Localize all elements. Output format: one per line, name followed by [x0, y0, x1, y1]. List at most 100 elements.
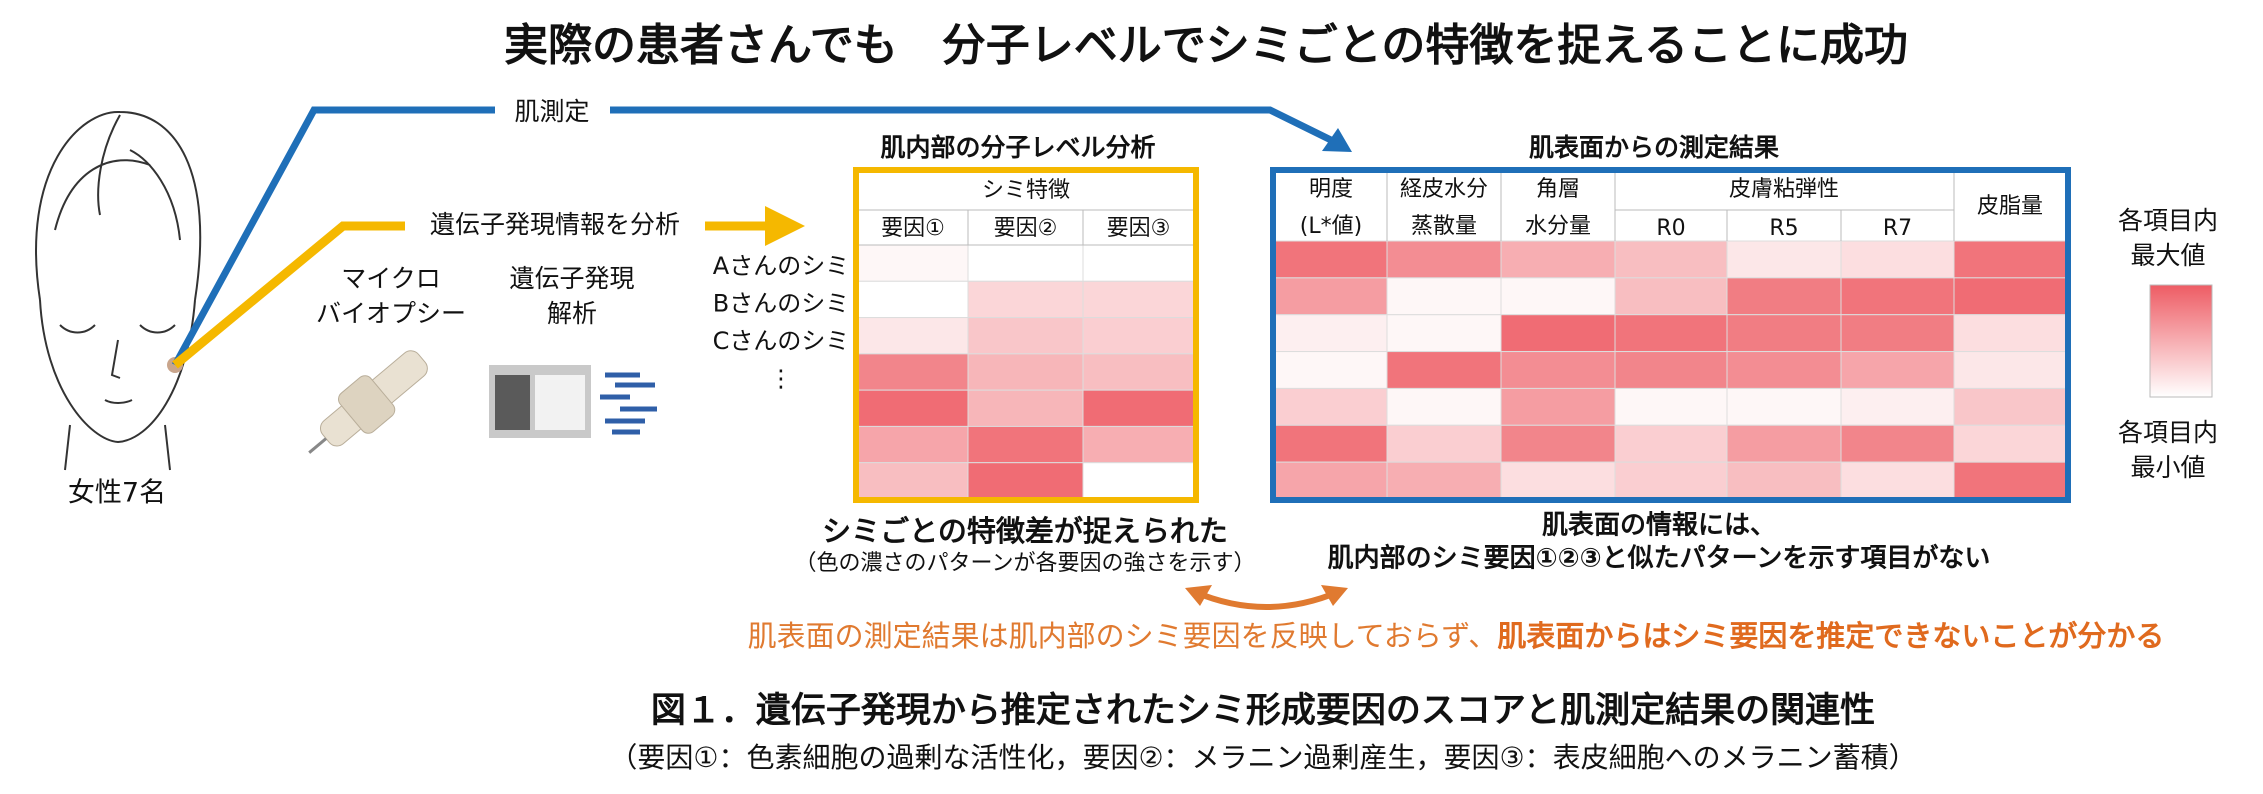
heat-cell [1274, 351, 1388, 389]
column-header: 角層 [1536, 177, 1580, 202]
skin-measurement-label: 肌測定 [514, 97, 589, 126]
heat-cell [1614, 461, 1728, 500]
heat-cell [967, 353, 1084, 391]
heat-cell [967, 425, 1084, 464]
heat-cell [1082, 425, 1195, 464]
heat-cell [967, 389, 1084, 427]
heat-cell [1082, 244, 1195, 282]
gene-analysis-label: 遺伝子発現情報を分析 [430, 210, 680, 239]
heat-cell [1953, 424, 2067, 463]
finding: 肌内部のシミ要因①②③と似たパターンを示す項目がない [1328, 543, 1991, 574]
blue-connector [171, 106, 1337, 367]
finding: シミごとの特徴差が捉えられた [822, 514, 1228, 548]
heat-cell [1953, 351, 2067, 389]
conclusion: 肌表面の測定結果は肌内部のシミ要因を反映しておらず、肌表面からはシミ要因を推定で… [748, 619, 2165, 653]
heat-cell [1500, 461, 1616, 500]
frame [853, 167, 1199, 503]
table-title: 肌表面からの測定結果 [1529, 133, 1779, 162]
heat-cell [1500, 351, 1616, 389]
heat-cell [1274, 461, 1388, 500]
yellow-arrowhead [765, 206, 805, 246]
heat-cell [1614, 277, 1728, 316]
blue-arrowhead [1322, 128, 1352, 152]
biopsy-icon [308, 350, 428, 454]
heat-cell [1082, 462, 1195, 500]
heat-cell [857, 462, 969, 500]
heat-cell [1953, 240, 2067, 279]
heat-cell [1386, 387, 1502, 426]
column-header: 要因① [881, 216, 945, 241]
column-header: 蒸散量 [1411, 214, 1477, 239]
column-header: 要因② [994, 216, 1058, 241]
heat-cell [1500, 387, 1616, 426]
heat-cell [1726, 277, 1842, 316]
heat-cell [1082, 317, 1195, 355]
column-header: R7 [1883, 216, 1912, 241]
heat-cell [967, 317, 1084, 355]
heat-cell [1840, 240, 1955, 279]
arrowhead [1185, 585, 1212, 606]
heat-cell [1500, 314, 1616, 353]
step-label: 遺伝子発現 [509, 264, 634, 293]
heat-cell [857, 425, 969, 464]
heat-cell [1953, 314, 2067, 353]
legend-max: 最大値 [2130, 241, 2205, 270]
heat-cell [1840, 461, 1955, 500]
heat-cell [1082, 389, 1195, 427]
heat-cell [1840, 424, 1955, 463]
conclusion-emphasis: 肌表面からはシミ要因を推定できないことが分かる [1497, 619, 2164, 653]
heat-cell [1614, 314, 1728, 353]
heat-cell [967, 244, 1084, 282]
column-header: (L*値) [1300, 214, 1362, 239]
heat-cell [857, 353, 969, 391]
legend-min: 各項目内 [2118, 418, 2218, 447]
column-header: 皮脂量 [1977, 194, 2043, 219]
heat-cell [1082, 353, 1195, 391]
heat-cell [1840, 314, 1955, 353]
heat-cell [1274, 387, 1388, 426]
heat-cell [1274, 277, 1388, 316]
heat-cell [1614, 387, 1728, 426]
arrowhead [1321, 585, 1348, 606]
heat-cell [1726, 240, 1842, 279]
caption-title: 図１．遺伝子発現から推定されたシミ形成要因のスコアと肌測定結果の関連性 [651, 691, 1875, 731]
column-header: 明度 [1309, 177, 1353, 202]
column-header: R0 [1656, 216, 1685, 241]
heat-cell [1953, 387, 2067, 426]
step-label: マイクロ [341, 264, 441, 293]
legend-gradient [2149, 284, 2213, 398]
heat-cell [1274, 424, 1388, 463]
heat-cell [1726, 387, 1842, 426]
legend-min: 最小値 [2130, 453, 2205, 482]
label-bg [495, 94, 610, 128]
heat-cell [967, 280, 1084, 319]
column-header: R5 [1769, 216, 1798, 241]
heat-cell [1614, 240, 1728, 279]
row-label: ⋮ [769, 365, 793, 393]
heat-cell [1386, 461, 1502, 500]
label-bg [405, 208, 705, 244]
frame [1270, 167, 2071, 503]
heat-cell [1386, 240, 1502, 279]
step-label: バイオプシー [316, 299, 466, 328]
double-arrow [1193, 589, 1340, 610]
expression-icon [600, 372, 657, 435]
heat-cell [1500, 277, 1616, 316]
subjects: 女性7名 [68, 478, 166, 509]
heat-cell [1726, 461, 1842, 500]
column-header: 水分量 [1525, 214, 1591, 239]
heat-cell [857, 244, 969, 282]
heat-cell [1386, 314, 1502, 353]
finding: 肌表面の情報には、 [1542, 511, 1776, 541]
heat-cell [1500, 240, 1616, 279]
heat-cell [1386, 277, 1502, 316]
heat-cell [1386, 351, 1502, 389]
heat-cell [857, 280, 969, 319]
heat-cell [1614, 424, 1728, 463]
heat-cell [1082, 280, 1195, 319]
column-header: 経皮水分 [1400, 177, 1488, 202]
heat-cell [1500, 424, 1616, 463]
column-header: 要因③ [1107, 216, 1171, 241]
group-header: 皮膚粘弾性 [1729, 177, 1839, 202]
